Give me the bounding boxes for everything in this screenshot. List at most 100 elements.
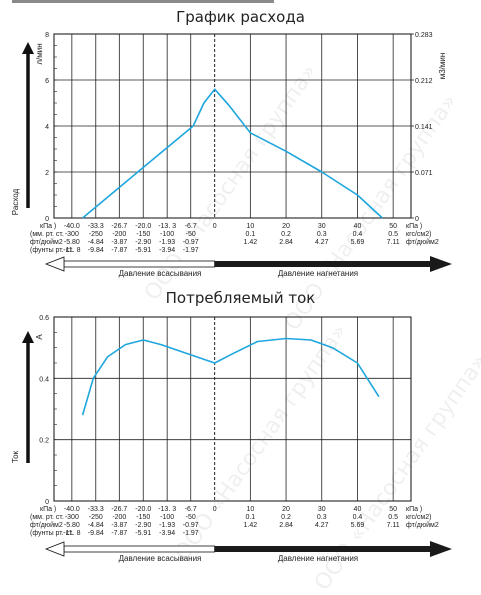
x-tick-label-discharge-ftin2: 7.11 xyxy=(387,522,400,529)
suction-arrow-head xyxy=(46,257,64,271)
x-tick-label-kpa: 30 xyxy=(318,506,326,513)
y-tick-label: 4 xyxy=(45,124,49,131)
row-label-ftin2: фт/дюйм2 xyxy=(30,521,63,529)
x-tick-label-ftin2: -5.80 xyxy=(64,522,80,529)
right-unit-kgf: кгс/см2) xyxy=(406,514,431,521)
x-tick-label-kgf: 0.5 xyxy=(388,231,398,238)
x-tick-label-kgf: 0.3 xyxy=(317,231,327,238)
x-tick-label-kpa: 10 xyxy=(246,223,254,230)
x-tick-label-kpa: -33.3 xyxy=(88,223,104,230)
row-label-mmhg: (мм. рт. ст. xyxy=(30,231,64,238)
x-tick-label-ft: -7.87 xyxy=(111,530,127,537)
x-tick-label-mmhg: -250 xyxy=(89,514,103,521)
x-tick-label-ftin2: -2.90 xyxy=(135,522,151,529)
x-tick-label-ft: -5.91 xyxy=(135,530,151,537)
x-tick-label-discharge-ftin2: 5.69 xyxy=(351,239,365,246)
discharge-label: Давление нагнетания xyxy=(278,269,358,278)
series-line xyxy=(83,339,379,416)
x-tick-label-mmhg: -300 xyxy=(65,231,79,238)
y2-tick-label: 0.212 xyxy=(415,78,433,85)
x-tick-label-discharge-ftin2: 4.27 xyxy=(315,239,329,246)
x-tick-label-kpa: -26.7 xyxy=(111,506,127,513)
x-tick-label-kpa: -6.7 xyxy=(185,506,197,513)
row-label-ft: (фунты рт. ст. xyxy=(30,530,74,537)
x-tick-label-discharge-ftin2: 2.84 xyxy=(279,239,293,246)
x-tick-label-kgf: 0.2 xyxy=(281,231,291,238)
x-tick-label-kpa: 40 xyxy=(354,223,362,230)
y-axis-arrow-head xyxy=(22,42,34,54)
y-tick-label: 2 xyxy=(45,170,49,177)
x-tick-label-kpa: -13. 3 xyxy=(158,506,176,513)
x-tick-label-discharge-ftin2: 1.42 xyxy=(244,239,258,246)
series-line xyxy=(83,89,383,218)
x-tick-label-discharge-ftin2: 2.84 xyxy=(279,522,293,529)
right-unit-kgf: кгс/см2) xyxy=(406,231,431,238)
row-label-kpa: кПа ) xyxy=(40,506,56,513)
discharge-band xyxy=(215,546,430,552)
y-tick-label: 0.2 xyxy=(39,438,49,445)
x-tick-label-kpa: -13. 3 xyxy=(158,223,176,230)
row-label-kpa: кПа ) xyxy=(40,223,56,230)
x-tick-label-discharge-ftin2: 7.11 xyxy=(387,239,400,246)
x-tick-label-discharge-ftin2: 5.69 xyxy=(351,522,365,529)
x-tick-label-ft: -3.94 xyxy=(159,530,175,537)
x-tick-label-ft: -1.97 xyxy=(183,247,199,254)
x-tick-label-ftin2: -5.80 xyxy=(64,239,80,246)
x-tick-label-kgf: 0.4 xyxy=(353,231,363,238)
right-unit-ftin2: фт/дюйм2 xyxy=(406,521,439,529)
y-axis-arrow-head xyxy=(22,331,34,343)
x-tick-label-mmhg: -200 xyxy=(112,514,126,521)
y2-tick-label: 0.071 xyxy=(415,170,433,177)
x-tick-label-ft: -1.97 xyxy=(183,530,199,537)
x-tick-label-kgf: 0.3 xyxy=(317,514,327,521)
x-tick-label-kpa: 20 xyxy=(282,223,290,230)
x-tick-label-ftin2: -2.90 xyxy=(135,239,151,246)
discharge-arrow-head xyxy=(430,541,452,557)
x-tick-label-kpa: 50 xyxy=(389,223,397,230)
y-tick-label: 0.6 xyxy=(39,315,49,322)
x-tick-label-kgf: 0.4 xyxy=(353,514,363,521)
x-tick-label-kpa: 50 xyxy=(389,506,397,513)
x-tick-label-ft: -7.87 xyxy=(111,247,127,254)
x-tick-label-kpa: -33.3 xyxy=(88,506,104,513)
x-tick-label-kgf: 0.1 xyxy=(245,231,255,238)
y2-axis-label: м3/мин xyxy=(438,53,447,80)
y-tick-label: 0 xyxy=(45,499,49,506)
x-tick-label-mmhg: -200 xyxy=(112,231,126,238)
x-tick-label-ft: -9.84 xyxy=(88,530,104,537)
x-tick-label-mmhg: -50 xyxy=(186,514,196,521)
x-tick-label-kgf: 0.2 xyxy=(281,514,291,521)
y-tick-label: 6 xyxy=(45,78,49,85)
x-tick-label-ftin2: -0.97 xyxy=(183,239,199,246)
x-tick-label-kpa: 0 xyxy=(213,506,217,513)
discharge-arrow-head xyxy=(430,256,452,272)
x-tick-label-kpa: -26.7 xyxy=(111,223,127,230)
right-unit-ftin2: фт/дюйм2 xyxy=(406,238,439,246)
x-tick-label-kpa: 40 xyxy=(354,506,362,513)
x-tick-label-ftin2: -0.97 xyxy=(183,522,199,529)
x-tick-label-mmhg: -250 xyxy=(89,231,103,238)
x-tick-label-discharge-ftin2: 4.27 xyxy=(315,522,329,529)
y-tick-label: 8 xyxy=(45,32,49,39)
y2-tick-label: 0 xyxy=(415,216,419,223)
x-tick-label-kpa: -20.0 xyxy=(135,223,151,230)
y2-tick-label: 0.283 xyxy=(415,32,433,39)
x-tick-label-discharge-ftin2: 1.42 xyxy=(244,522,258,529)
x-tick-label-ftin2: -3.87 xyxy=(111,522,127,529)
y-axis-unit-label: A xyxy=(35,334,44,340)
x-tick-label-kpa: -40.0 xyxy=(64,506,80,513)
x-tick-label-kpa: 0 xyxy=(213,223,217,230)
x-tick-label-ftin2: -1.93 xyxy=(159,522,175,529)
suction-band xyxy=(64,261,215,267)
y-tick-label: 0 xyxy=(45,216,49,223)
x-tick-label-kpa: 10 xyxy=(246,506,254,513)
x-tick-label-kpa: -6.7 xyxy=(185,223,197,230)
x-tick-label-mmhg: -150 xyxy=(136,231,150,238)
y2-tick-label: 0.141 xyxy=(415,124,433,131)
suction-label: Давление всасывания xyxy=(119,269,202,278)
suction-band xyxy=(64,546,215,552)
x-tick-label-ftin2: -4.84 xyxy=(88,239,104,246)
x-tick-label-kgf: 0.5 xyxy=(388,514,398,521)
x-tick-label-mmhg: -50 xyxy=(186,231,196,238)
